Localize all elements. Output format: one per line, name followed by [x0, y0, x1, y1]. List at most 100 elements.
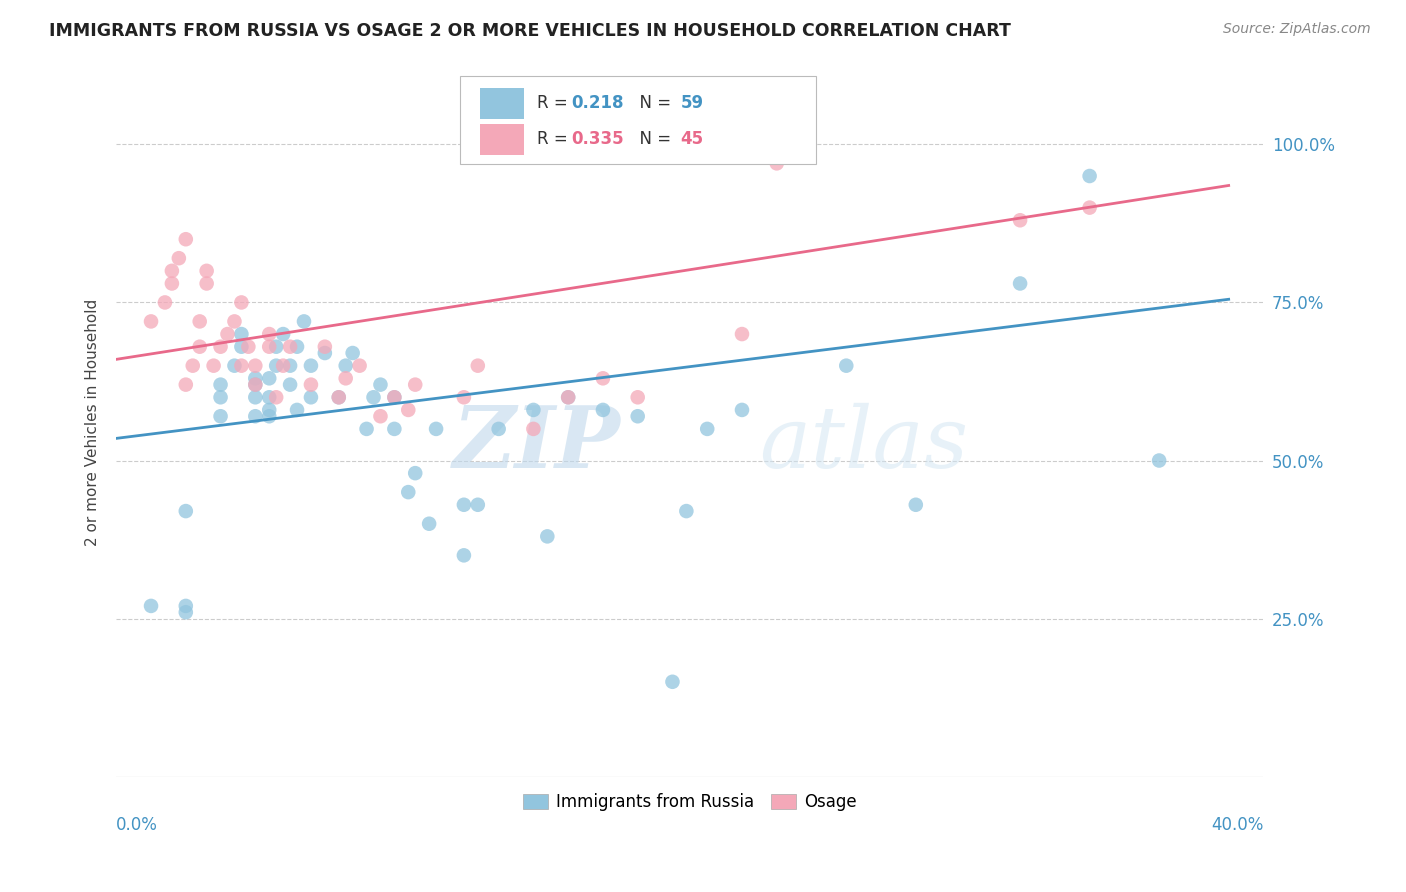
- Point: [299, 377, 322, 392]
- Point: [299, 359, 322, 373]
- Point: [174, 605, 197, 619]
- Text: N =: N =: [628, 95, 676, 112]
- Point: [404, 466, 426, 480]
- Text: 40.0%: 40.0%: [1211, 815, 1264, 833]
- Y-axis label: 2 or more Vehicles in Household: 2 or more Vehicles in Household: [86, 299, 100, 546]
- Point: [285, 403, 308, 417]
- Point: [396, 403, 419, 417]
- Point: [209, 390, 232, 404]
- Point: [257, 340, 280, 354]
- Point: [627, 390, 650, 404]
- Point: [328, 390, 350, 404]
- Point: [174, 232, 197, 246]
- Text: 0.0%: 0.0%: [117, 815, 157, 833]
- Point: [765, 156, 787, 170]
- Point: [696, 422, 718, 436]
- Point: [217, 327, 239, 342]
- Point: [1078, 169, 1101, 183]
- Point: [139, 314, 162, 328]
- Point: [292, 314, 315, 328]
- Point: [904, 498, 927, 512]
- Point: [314, 346, 336, 360]
- Point: [238, 340, 260, 354]
- Point: [522, 403, 544, 417]
- Point: [174, 377, 197, 392]
- Point: [675, 504, 697, 518]
- Point: [245, 377, 267, 392]
- Point: [418, 516, 440, 531]
- Text: N =: N =: [628, 130, 676, 148]
- FancyBboxPatch shape: [460, 76, 815, 164]
- Text: R =: R =: [537, 130, 574, 148]
- Point: [467, 498, 489, 512]
- FancyBboxPatch shape: [479, 124, 523, 155]
- Point: [557, 390, 579, 404]
- Point: [1147, 453, 1170, 467]
- Point: [209, 377, 232, 392]
- Point: [153, 295, 176, 310]
- Point: [174, 504, 197, 518]
- Point: [257, 327, 280, 342]
- Point: [404, 377, 426, 392]
- Text: R =: R =: [537, 95, 574, 112]
- FancyBboxPatch shape: [479, 87, 523, 119]
- Point: [363, 390, 385, 404]
- Point: [592, 371, 614, 385]
- Point: [342, 346, 364, 360]
- Point: [160, 277, 183, 291]
- Legend: Immigrants from Russia, Osage: Immigrants from Russia, Osage: [516, 787, 863, 818]
- Point: [202, 359, 225, 373]
- Text: Source: ZipAtlas.com: Source: ZipAtlas.com: [1223, 22, 1371, 37]
- Point: [195, 264, 218, 278]
- Point: [488, 422, 510, 436]
- Point: [224, 314, 246, 328]
- Point: [139, 599, 162, 613]
- Point: [231, 295, 253, 310]
- Point: [285, 340, 308, 354]
- Point: [224, 359, 246, 373]
- Point: [271, 359, 294, 373]
- Text: ZIP: ZIP: [453, 402, 621, 485]
- Point: [349, 359, 371, 373]
- Point: [835, 359, 858, 373]
- Point: [209, 340, 232, 354]
- Text: 45: 45: [681, 130, 704, 148]
- Point: [174, 599, 197, 613]
- Point: [231, 359, 253, 373]
- Point: [1078, 201, 1101, 215]
- Point: [209, 409, 232, 424]
- Point: [335, 371, 357, 385]
- Point: [557, 390, 579, 404]
- Point: [382, 390, 405, 404]
- Point: [264, 359, 287, 373]
- Point: [264, 340, 287, 354]
- Text: IMMIGRANTS FROM RUSSIA VS OSAGE 2 OR MORE VEHICLES IN HOUSEHOLD CORRELATION CHAR: IMMIGRANTS FROM RUSSIA VS OSAGE 2 OR MOR…: [49, 22, 1011, 40]
- Point: [1010, 277, 1032, 291]
- Point: [627, 409, 650, 424]
- Point: [245, 390, 267, 404]
- Point: [278, 340, 301, 354]
- Point: [370, 377, 392, 392]
- Point: [396, 485, 419, 500]
- Point: [278, 377, 301, 392]
- Point: [453, 390, 475, 404]
- Point: [257, 403, 280, 417]
- Point: [425, 422, 447, 436]
- Point: [731, 327, 754, 342]
- Point: [453, 498, 475, 512]
- Point: [299, 390, 322, 404]
- Point: [257, 371, 280, 385]
- Text: atlas: atlas: [759, 402, 967, 485]
- Point: [314, 340, 336, 354]
- Point: [370, 409, 392, 424]
- Text: 0.335: 0.335: [572, 130, 624, 148]
- Point: [522, 422, 544, 436]
- Point: [356, 422, 378, 436]
- Point: [592, 403, 614, 417]
- Point: [264, 390, 287, 404]
- Point: [245, 409, 267, 424]
- Point: [467, 359, 489, 373]
- Point: [328, 390, 350, 404]
- Point: [188, 314, 211, 328]
- Point: [536, 529, 558, 543]
